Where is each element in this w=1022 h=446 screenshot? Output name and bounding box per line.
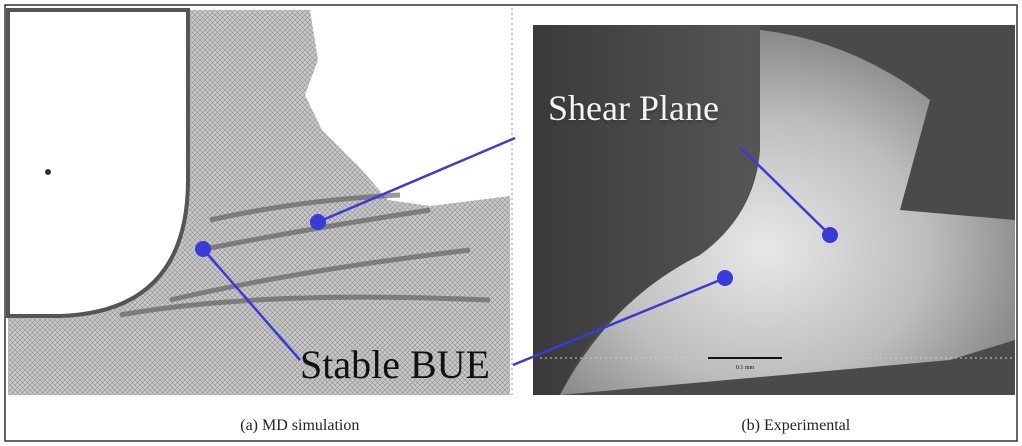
- stable-bue-label: Stable BUE: [300, 342, 490, 387]
- panel-label: (a): [240, 417, 258, 434]
- scale-bar-label: 0.1 mm: [736, 365, 755, 371]
- panel-label: (b): [741, 417, 760, 434]
- panel-caption: MD simulation: [262, 417, 359, 434]
- shear-plane-label: Shear Plane: [548, 88, 719, 128]
- experimental-image: 0.1 mm: [533, 25, 1015, 395]
- panel-caption: Experimental: [764, 417, 851, 434]
- figure: 0.1 mm Shear Plane Shear Plane Stable BU…: [0, 0, 1022, 446]
